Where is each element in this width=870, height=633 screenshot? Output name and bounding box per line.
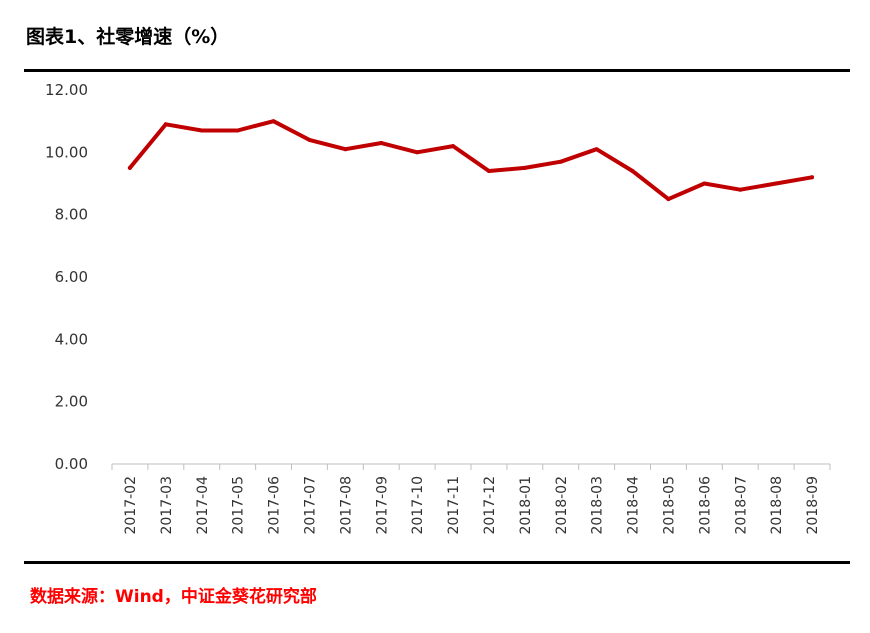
x-tick-label: 2017-02 — [123, 476, 139, 535]
data-point — [630, 169, 635, 173]
data-point — [379, 141, 384, 145]
data-point — [415, 150, 420, 155]
x-tick-label: 2017-06 — [267, 476, 283, 535]
data-point — [666, 197, 671, 202]
y-tick-label: 4.00 — [55, 330, 88, 348]
y-tick-label: 8.00 — [55, 206, 88, 224]
x-axis: 2017-02 2017-03 2017-04 2017-05 2017-06 2017-… — [111, 463, 831, 535]
x-tick-label: 2017-12 — [482, 476, 498, 535]
x-tick-label: 2018-03 — [590, 476, 606, 535]
data-point — [307, 137, 312, 142]
data-point — [451, 144, 456, 149]
x-tick-label: 2017-03 — [159, 476, 175, 535]
data-point — [558, 159, 563, 164]
x-tick-label: 2018-05 — [661, 476, 677, 535]
x-tick-label: 2017-08 — [338, 476, 354, 535]
y-axis: 0.00 2.00 4.00 6.00 8.00 10.00 12.00 — [45, 81, 88, 473]
bottom-divider — [24, 561, 850, 564]
x-tick-label: 2017-07 — [302, 476, 318, 535]
top-divider — [24, 69, 850, 72]
data-point — [235, 128, 240, 133]
y-tick-label: 2.00 — [55, 393, 88, 411]
y-tick-label: 12.00 — [45, 81, 88, 99]
data-point — [127, 165, 132, 170]
data-point — [271, 119, 276, 124]
data-point — [522, 165, 527, 170]
x-tick-label: 2018-06 — [697, 476, 713, 535]
data-point — [702, 181, 707, 186]
x-tick-label: 2018-09 — [805, 476, 821, 535]
x-tick-label: 2018-08 — [769, 476, 785, 535]
x-tick-label: 2018-02 — [554, 476, 570, 535]
series-layer — [127, 119, 814, 202]
data-point — [774, 181, 779, 186]
x-tick-label: 2017-10 — [410, 476, 426, 535]
x-tick-label: 2017-04 — [195, 476, 211, 535]
data-point — [594, 147, 599, 152]
x-tick-label: 2018-01 — [518, 476, 534, 535]
y-tick-label: 10.00 — [45, 143, 88, 161]
x-tick-label: 2017-11 — [446, 476, 462, 535]
data-point — [486, 169, 491, 173]
y-tick-label: 6.00 — [55, 268, 88, 286]
data-point — [810, 175, 814, 180]
x-tick-label: 2017-09 — [374, 476, 390, 535]
chart-title: 图表1、社零增速（%） — [26, 26, 230, 48]
x-tick-label: 2017-05 — [231, 476, 247, 535]
x-tick-label: 2018-07 — [733, 476, 749, 535]
data-point — [738, 187, 743, 192]
x-tick-label: 2018-04 — [626, 476, 642, 535]
data-point — [343, 147, 348, 152]
series-line — [127, 119, 814, 202]
data-point — [199, 128, 204, 133]
y-tick-label: 0.00 — [55, 455, 88, 473]
source-note: 数据来源：Wind，中证金葵花研究部 — [30, 587, 317, 607]
data-point — [163, 122, 168, 127]
